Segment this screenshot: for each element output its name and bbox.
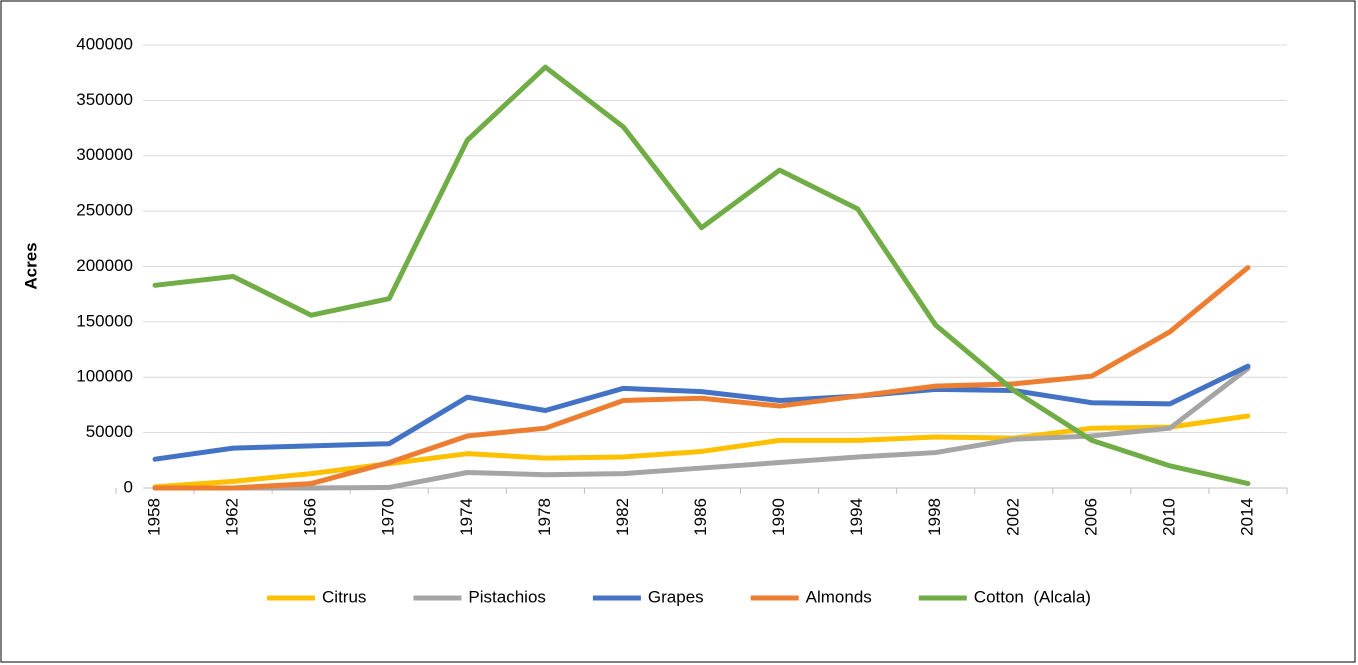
x-tick-label: 1994	[847, 498, 866, 536]
x-tick-label: 2014	[1237, 498, 1256, 536]
x-tick-label: 2010	[1159, 498, 1178, 536]
y-tick-label: 250000	[76, 201, 133, 220]
series-line	[152, 413, 1251, 490]
y-tick-label: 0	[124, 477, 133, 496]
legend-label: Cotton (Alcala)	[974, 587, 1091, 606]
x-tick-label: 1974	[457, 498, 476, 536]
x-tick-label: 2006	[1081, 498, 1100, 536]
y-tick-label: 350000	[76, 90, 133, 109]
y-tick-label: 300000	[76, 145, 133, 164]
series-line	[152, 365, 1251, 491]
y-tick-label: 200000	[76, 256, 133, 275]
series-line	[152, 363, 1251, 462]
legend-label: Pistachios	[468, 587, 545, 606]
x-tick-label: 1966	[301, 498, 320, 536]
y-axis-label: Acres	[21, 242, 40, 289]
x-tick-label: 1978	[535, 498, 554, 536]
y-tick-label: 150000	[76, 311, 133, 330]
series-line	[152, 265, 1251, 491]
x-tick-label: 1986	[691, 498, 710, 536]
series-line	[152, 64, 1251, 487]
y-tick-label: 400000	[76, 34, 133, 53]
x-tick-label: 1982	[613, 498, 632, 536]
x-tick-label: 1962	[223, 498, 242, 536]
x-tick-label: 1958	[145, 498, 164, 536]
legend-label: Grapes	[648, 587, 704, 606]
x-tick-label: 1998	[925, 498, 944, 536]
legend-label: Citrus	[322, 587, 366, 606]
x-tick-label: 2002	[1003, 498, 1022, 536]
x-tick-label: 1990	[769, 498, 788, 536]
legend-label: Almonds	[806, 587, 872, 606]
x-tick-label: 1970	[379, 498, 398, 536]
y-tick-label: 100000	[76, 367, 133, 386]
y-tick-label: 50000	[86, 422, 133, 441]
